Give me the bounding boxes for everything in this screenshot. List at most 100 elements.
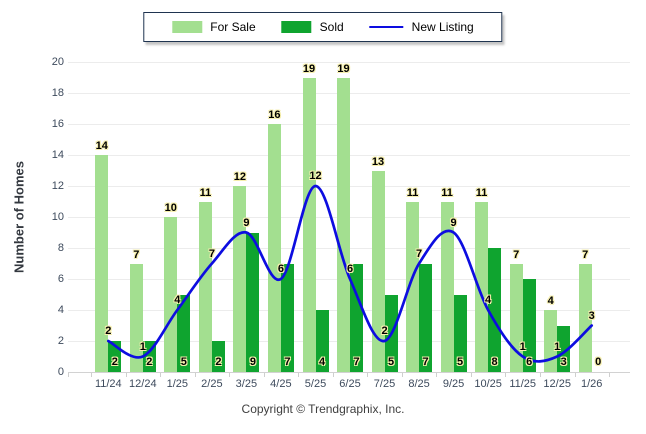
sold-bar bbox=[246, 232, 260, 372]
x-tick-label: 11/24 bbox=[94, 378, 122, 390]
sold-value-label: 2 bbox=[146, 356, 153, 368]
legend-item-sold: Sold bbox=[281, 20, 344, 34]
new-listing-value-label: 1 bbox=[554, 340, 561, 353]
new-listing-value-label: 1 bbox=[519, 340, 526, 353]
x-tick-label: 7/25 bbox=[373, 378, 396, 390]
for-sale-bar bbox=[337, 77, 350, 372]
for-sale-bar bbox=[406, 201, 420, 372]
sold-value-label: 7 bbox=[353, 356, 360, 368]
y-tick-label: 8 bbox=[57, 241, 64, 254]
for-sale-bar bbox=[371, 170, 385, 372]
x-tick-label: 10/25 bbox=[474, 378, 502, 390]
new-listing-value-label: 3 bbox=[588, 309, 595, 322]
y-axis-title: Number of Homes bbox=[11, 161, 27, 273]
y-tick-label: 20 bbox=[51, 55, 64, 68]
axis-tick bbox=[574, 373, 576, 377]
legend-label-new-listing: New Listing bbox=[411, 20, 474, 34]
for-sale-value-label: 11 bbox=[199, 186, 212, 199]
for-sale-bar bbox=[198, 201, 212, 372]
sold-value-label: 4 bbox=[318, 356, 326, 368]
for-sale-value-label: 19 bbox=[337, 62, 350, 75]
sold-value-label: 5 bbox=[457, 356, 464, 368]
new-listing-value-label: 4 bbox=[485, 294, 492, 306]
axis-tick bbox=[367, 373, 369, 377]
new-listing-value-label: 12 bbox=[309, 170, 322, 182]
new-listing-value-label: 9 bbox=[243, 216, 250, 229]
sold-value-label: 0 bbox=[595, 356, 602, 368]
for-sale-bar bbox=[475, 201, 489, 372]
y-tick-label: 0 bbox=[57, 365, 64, 378]
for-sale-bar bbox=[95, 155, 109, 372]
sold-value-label: 5 bbox=[387, 356, 395, 368]
y-tick-label: 10 bbox=[51, 210, 64, 223]
copyright-text: Copyright © Trendgraphix, Inc. bbox=[241, 402, 405, 416]
legend-label-for-sale: For Sale bbox=[210, 20, 256, 34]
for-sale-swatch-icon bbox=[172, 21, 203, 33]
axis-tick bbox=[505, 373, 507, 377]
for-sale-value-label: 11 bbox=[406, 186, 419, 199]
sold-value-label: 2 bbox=[111, 356, 118, 368]
for-sale-value-label: 10 bbox=[164, 202, 177, 214]
for-sale-value-label: 7 bbox=[513, 248, 520, 261]
y-tick-label: 14 bbox=[51, 148, 64, 161]
axis-tick bbox=[401, 373, 403, 377]
for-sale-value-label: 4 bbox=[547, 295, 554, 307]
new-listing-value-label: 2 bbox=[105, 325, 112, 337]
new-listing-value-label: 2 bbox=[381, 325, 388, 337]
y-tick-label: 2 bbox=[57, 334, 64, 347]
legend-label-sold: Sold bbox=[319, 20, 344, 34]
y-tick-label: 4 bbox=[57, 303, 64, 316]
new-listing-value-label: 6 bbox=[277, 263, 284, 275]
new-listing-line-swatch-icon bbox=[369, 26, 404, 28]
legend-item-for-sale: For Sale bbox=[172, 20, 256, 34]
new-listing-value-label: 6 bbox=[346, 263, 354, 275]
new-listing-value-label: 1 bbox=[139, 340, 146, 353]
x-tick-label: 1/26 bbox=[580, 378, 603, 390]
axis-tick bbox=[263, 373, 265, 377]
sold-value-label: 9 bbox=[249, 356, 256, 368]
for-sale-value-label: 14 bbox=[95, 140, 108, 152]
x-tick-label: 6/25 bbox=[339, 378, 361, 390]
y-tick-label: 12 bbox=[51, 179, 64, 192]
axis-tick bbox=[91, 373, 92, 377]
sold-value-label: 6 bbox=[526, 356, 533, 368]
x-tick-label: 11/25 bbox=[509, 378, 537, 390]
x-axis-line bbox=[68, 371, 630, 373]
sold-value-label: 5 bbox=[180, 356, 187, 368]
x-tick-label: 2/25 bbox=[201, 378, 223, 390]
x-tick-label: 3/25 bbox=[235, 378, 258, 390]
axis-tick bbox=[194, 373, 196, 377]
for-sale-value-label: 19 bbox=[302, 62, 316, 75]
axis-tick bbox=[609, 373, 610, 377]
for-sale-value-label: 13 bbox=[371, 155, 385, 168]
sold-value-label: 7 bbox=[284, 356, 291, 368]
axis-tick bbox=[125, 373, 127, 377]
y-tick-label: 6 bbox=[57, 272, 64, 285]
axis-tick bbox=[229, 373, 231, 377]
for-sale-bar bbox=[302, 77, 316, 372]
sold-value-label: 7 bbox=[422, 356, 429, 368]
for-sale-value-label: 11 bbox=[475, 186, 488, 199]
for-sale-value-label: 7 bbox=[133, 248, 140, 261]
new-listing-value-label: 7 bbox=[208, 247, 215, 260]
axis-tick bbox=[160, 373, 162, 377]
y-tick-label: 18 bbox=[51, 86, 64, 99]
for-sale-value-label: 7 bbox=[582, 248, 589, 261]
legend-item-new-listing: New Listing bbox=[369, 20, 474, 34]
gridline bbox=[68, 61, 630, 63]
for-sale-value-label: 12 bbox=[233, 171, 247, 183]
x-tick-label: 5/25 bbox=[304, 378, 327, 390]
x-tick-label: 8/25 bbox=[408, 378, 430, 390]
legend: For Sale Sold New Listing bbox=[143, 12, 503, 42]
x-tick-label: 9/25 bbox=[442, 378, 465, 390]
axis-tick bbox=[298, 373, 300, 377]
new-listing-value-label: 4 bbox=[174, 294, 181, 306]
sold-value-label: 3 bbox=[560, 356, 567, 368]
sold-swatch-icon bbox=[281, 21, 312, 33]
sold-value-label: 2 bbox=[215, 356, 222, 368]
x-tick-label: 12/25 bbox=[543, 378, 571, 390]
x-tick-label: 1/25 bbox=[166, 378, 188, 390]
for-sale-bar bbox=[233, 186, 247, 372]
x-tick-label: 12/24 bbox=[129, 378, 157, 390]
